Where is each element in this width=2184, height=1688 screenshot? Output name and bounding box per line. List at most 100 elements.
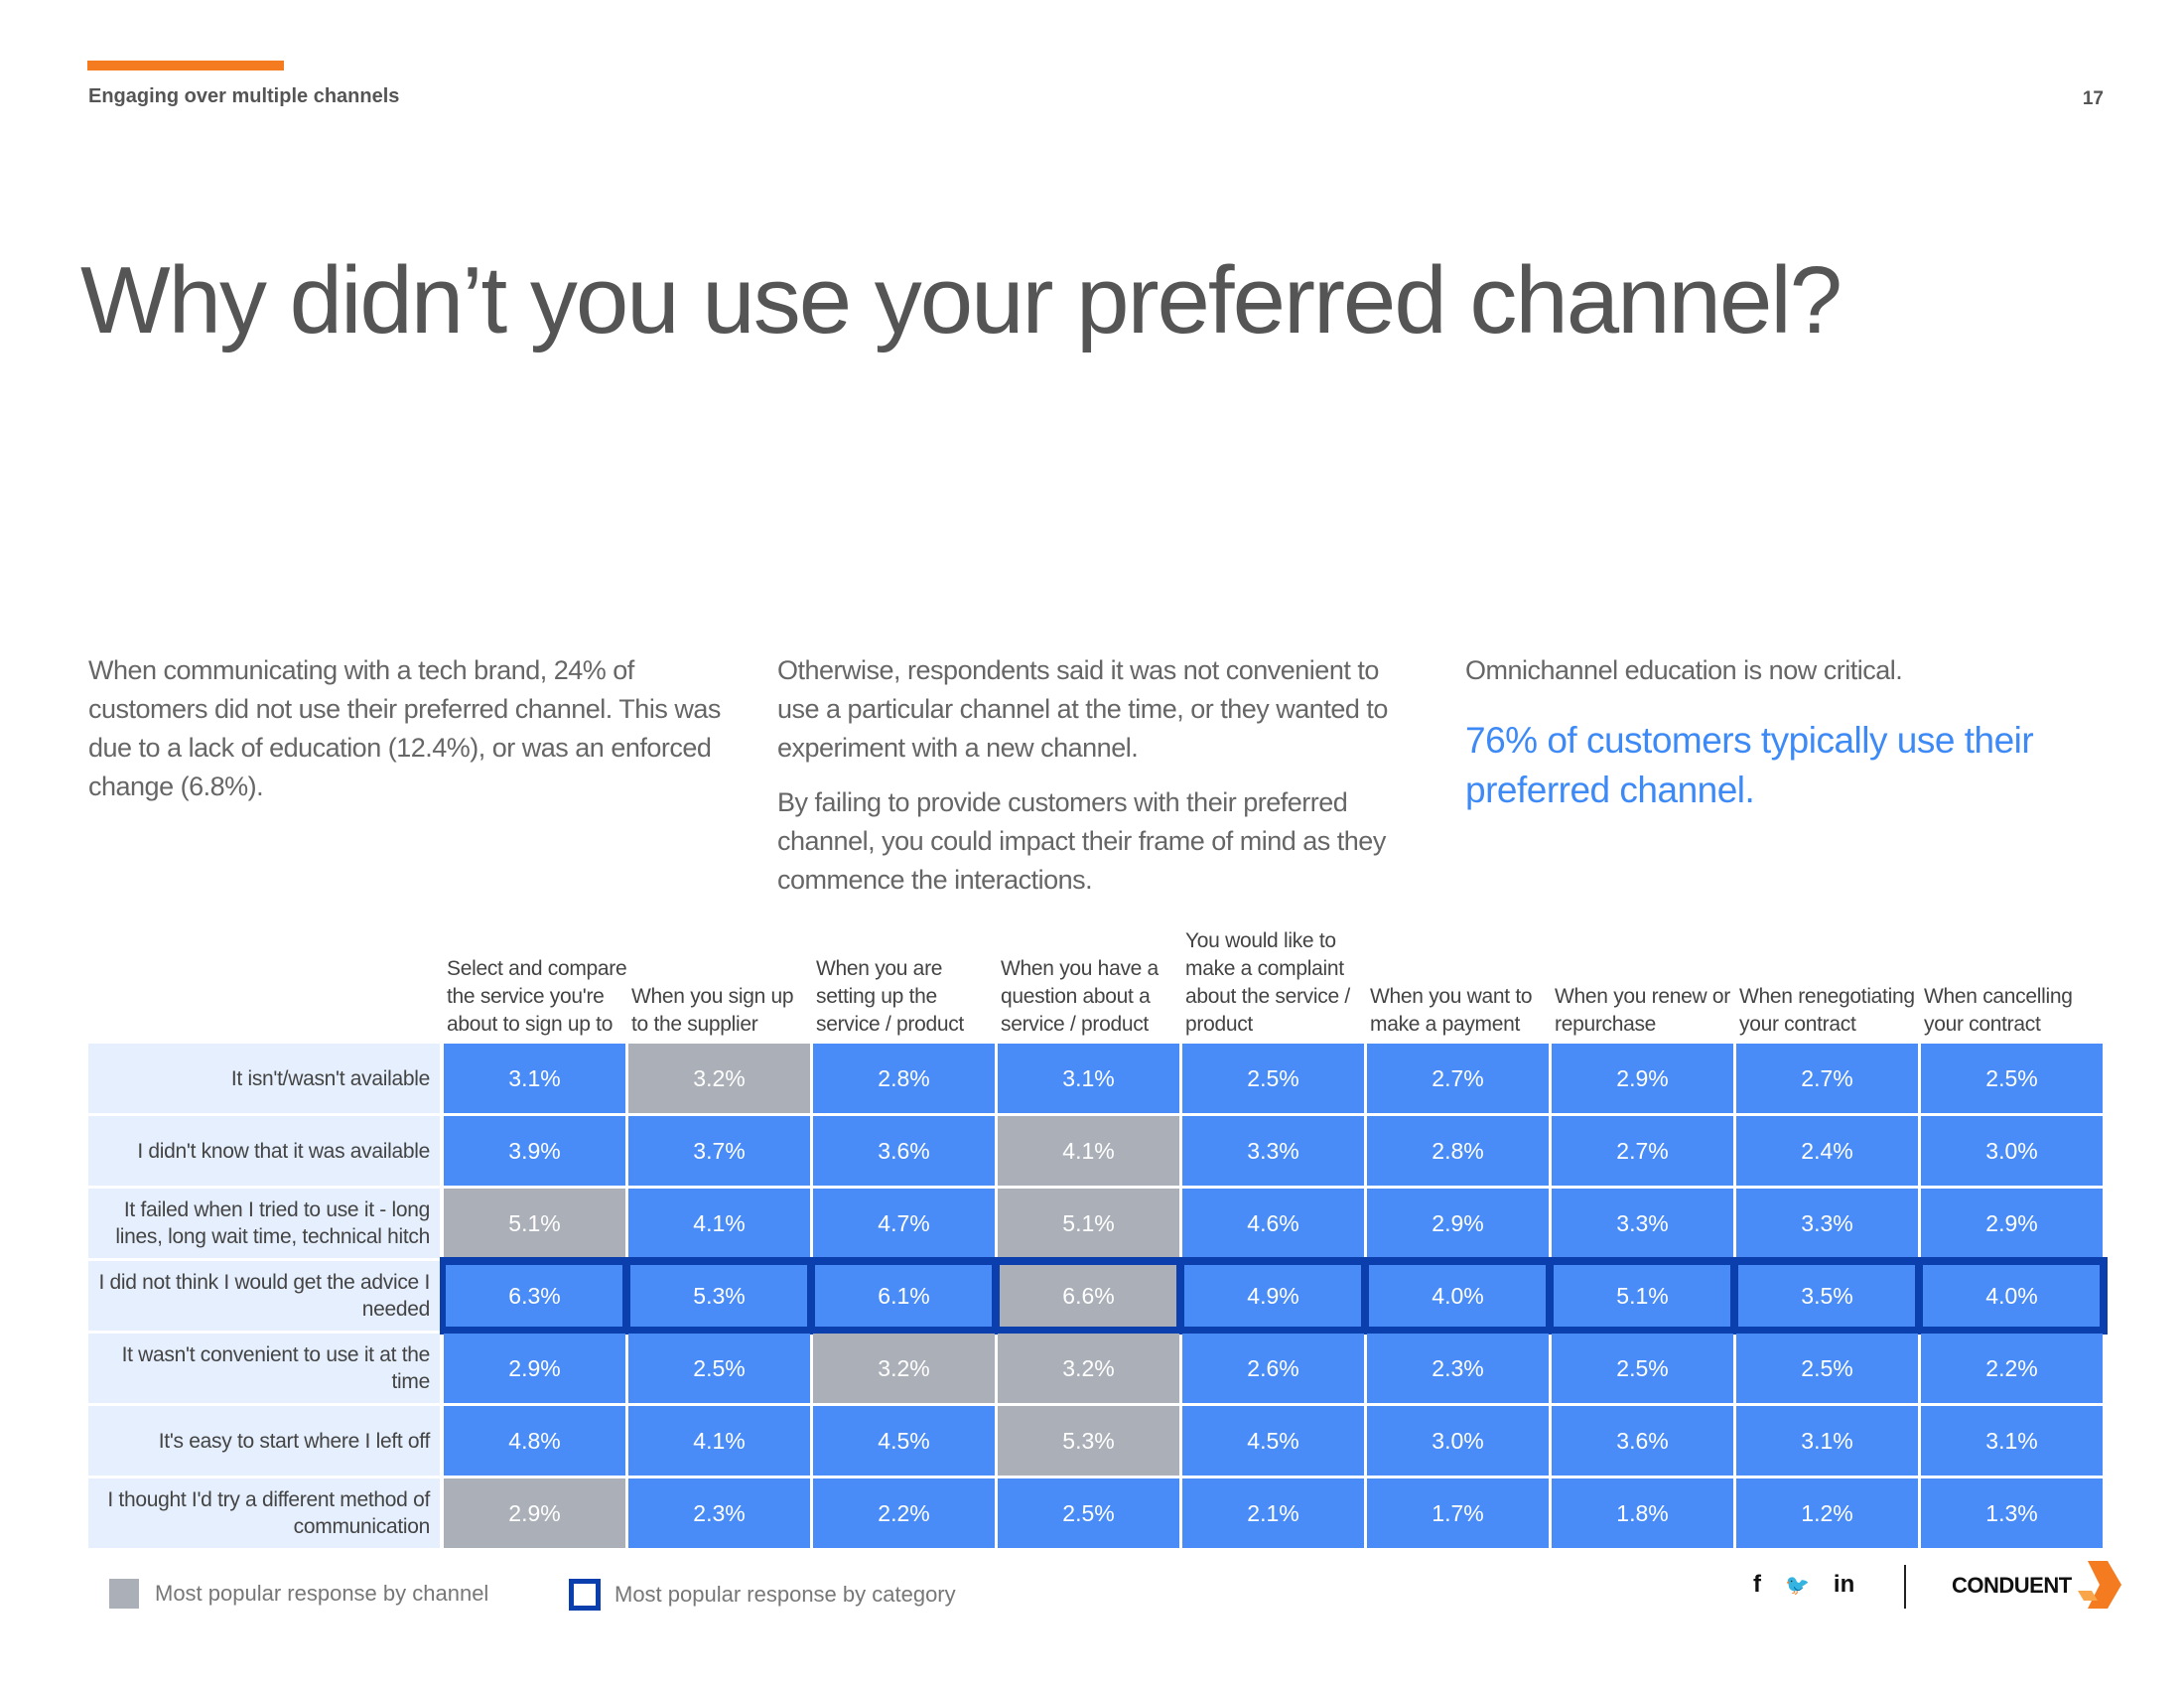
table-cell: 3.6% — [813, 1116, 995, 1186]
intro-text: Otherwise, respondents said it was not c… — [777, 655, 1388, 763]
table-cell: 3.2% — [998, 1334, 1179, 1403]
facebook-icon[interactable]: f — [1753, 1571, 1761, 1598]
table-cell: 6.1% — [813, 1261, 995, 1331]
table-cell: 2.7% — [1736, 1044, 1918, 1113]
table-cell: 3.0% — [1367, 1406, 1549, 1476]
table-cell: 3.7% — [628, 1116, 810, 1186]
column-header: When you have a question about a service… — [1001, 957, 1159, 1036]
table-cell: 3.1% — [444, 1044, 625, 1113]
legend-swatch-outline — [569, 1579, 601, 1611]
row-label: It isn't/wasn't available — [88, 1044, 440, 1113]
table-cell: 2.5% — [1736, 1334, 1918, 1403]
table-cell: 4.9% — [1182, 1261, 1364, 1331]
table-cell: 2.5% — [998, 1478, 1179, 1548]
table-cell: 3.3% — [1552, 1189, 1733, 1258]
table-cell: 2.5% — [628, 1334, 810, 1403]
table-cell: 2.1% — [1182, 1478, 1364, 1548]
column-header: When you sign up to the supplier — [631, 985, 794, 1036]
row-label: I did not think I would get the advice I… — [88, 1261, 440, 1331]
table-cell: 4.1% — [628, 1189, 810, 1258]
table-cell: 3.0% — [1921, 1116, 2103, 1186]
table-cell: 4.7% — [813, 1189, 995, 1258]
table-cell: 2.9% — [1367, 1189, 1549, 1258]
legend-item-gray: Most popular response by channel — [109, 1579, 488, 1609]
accent-bar — [87, 61, 284, 70]
column-header: When you want to make a payment — [1370, 985, 1533, 1036]
table-row: I didn't know that it was available 3.9% 3… — [88, 1116, 2106, 1186]
table-cell: 3.3% — [1736, 1189, 1918, 1258]
table-cell: 1.7% — [1367, 1478, 1549, 1548]
table-cell: 3.1% — [998, 1044, 1179, 1113]
table-cell: 2.7% — [1367, 1044, 1549, 1113]
table-cell: 5.3% — [998, 1406, 1179, 1476]
table-cell: 1.2% — [1736, 1478, 1918, 1548]
table-cell: 1.3% — [1921, 1478, 2103, 1548]
table-cell: 4.0% — [1367, 1261, 1549, 1331]
table-cell: 4.0% — [1921, 1261, 2103, 1331]
table-cell: 4.8% — [444, 1406, 625, 1476]
highlight-stat: 76% of customers typically use their pre… — [1465, 720, 2034, 810]
table-cell: 3.9% — [444, 1116, 625, 1186]
table-cell: 2.5% — [1921, 1044, 2103, 1113]
intro-column-2: Otherwise, respondents said it was not c… — [777, 651, 1423, 915]
table-row: It's easy to start where I left off 4.8% 4… — [88, 1406, 2106, 1476]
table-cell: 6.6% — [998, 1261, 1179, 1331]
footer-divider — [1904, 1565, 1906, 1609]
column-header: Select and compare the service you're ab… — [447, 957, 627, 1036]
row-label: It failed when I tried to use it - long … — [88, 1189, 440, 1258]
table-cell: 3.5% — [1736, 1261, 1918, 1331]
table-cell: 4.5% — [1182, 1406, 1364, 1476]
table-cell: 2.9% — [1921, 1189, 2103, 1258]
table-cell: 2.5% — [1182, 1044, 1364, 1113]
twitter-icon[interactable]: 🐦 — [1785, 1574, 1810, 1597]
table-cell: 4.6% — [1182, 1189, 1364, 1258]
conduent-logo-icon — [2078, 1561, 2121, 1609]
table-cell: 5.3% — [628, 1261, 810, 1331]
row-label: I thought I'd try a different method of … — [88, 1478, 440, 1548]
section-label: Engaging over multiple channels — [88, 85, 400, 107]
table-row: It wasn't convenient to use it at the ti… — [88, 1334, 2106, 1403]
column-header: When cancelling your contract — [1924, 985, 2073, 1036]
table-cell: 2.5% — [1552, 1334, 1733, 1403]
table-cell: 2.9% — [444, 1334, 625, 1403]
table-cell: 3.2% — [813, 1334, 995, 1403]
table-cell: 1.8% — [1552, 1478, 1733, 1548]
table-row: It isn't/wasn't available 3.1% 3.2% 2.8% 3.1… — [88, 1044, 2106, 1113]
legend-label: Most popular response by channel — [155, 1581, 489, 1606]
table-row: It failed when I tried to use it - long … — [88, 1189, 2106, 1258]
social-links: f 🐦 in — [1753, 1571, 1854, 1599]
table-cell: 2.8% — [1367, 1116, 1549, 1186]
intro-text: By failing to provide customers with the… — [777, 787, 1386, 895]
linkedin-icon[interactable]: in — [1833, 1571, 1855, 1598]
table-cell: 2.2% — [1921, 1334, 2103, 1403]
intro-column-3: Omnichannel education is now critical. 7… — [1465, 651, 2101, 831]
table-cell: 2.6% — [1182, 1334, 1364, 1403]
table-cell: 2.3% — [1367, 1334, 1549, 1403]
table-cell: 2.9% — [1552, 1044, 1733, 1113]
page-title: Why didn’t you use your preferred channe… — [80, 247, 1843, 353]
table-cell: 2.9% — [444, 1478, 625, 1548]
table-cell: 2.8% — [813, 1044, 995, 1113]
page-number: 17 — [2082, 88, 2104, 109]
legend-swatch-gray — [109, 1579, 139, 1609]
table-cell: 5.1% — [1552, 1261, 1733, 1331]
table-cell: 2.4% — [1736, 1116, 1918, 1186]
table-cell: 3.3% — [1182, 1116, 1364, 1186]
table-cell: 3.1% — [1736, 1406, 1918, 1476]
table-row: I did not think I would get the advice I… — [88, 1261, 2106, 1331]
table-cell: 5.1% — [998, 1189, 1179, 1258]
intro-text: Omnichannel education is now critical. — [1465, 655, 1903, 685]
legend-label: Most popular response by category — [614, 1582, 956, 1607]
column-header: You would like to make a complaint about… — [1185, 929, 1350, 1036]
legend-item-outline: Most popular response by category — [569, 1579, 956, 1611]
table-cell: 2.3% — [628, 1478, 810, 1548]
table-cell: 2.2% — [813, 1478, 995, 1548]
table-cell: 3.6% — [1552, 1406, 1733, 1476]
table-cell: 6.3% — [444, 1261, 625, 1331]
brand-logo-text: CONDUENT — [1952, 1573, 2072, 1598]
intro-column-1: When communicating with a tech brand, 24… — [88, 651, 734, 822]
column-header: When renegotiating your contract — [1739, 985, 1915, 1036]
row-label: I didn't know that it was available — [88, 1116, 440, 1186]
table-cell: 4.1% — [628, 1406, 810, 1476]
row-label: It wasn't convenient to use it at the ti… — [88, 1334, 440, 1403]
